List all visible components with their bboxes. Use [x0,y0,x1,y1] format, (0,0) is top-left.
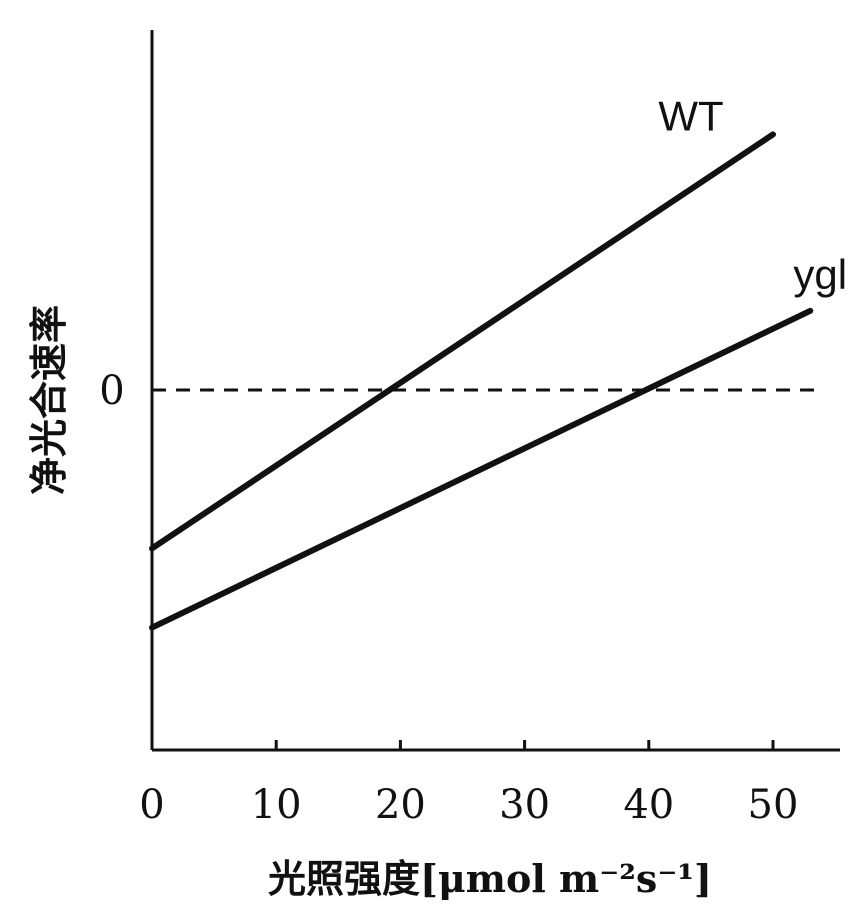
x-tick-label: 30 [499,782,550,828]
series-label-wt: WT [658,92,723,139]
x-tick-label: 50 [748,782,799,828]
x-ticks: 0 10 20 30 40 50 [139,740,798,828]
series-line-wt [149,131,776,552]
x-axis-title: 光照强度[μmol m⁻²s⁻¹] [268,856,712,901]
series-line-ygl [149,307,814,631]
zero-label: 0 [99,368,124,414]
x-tick-label: 40 [623,782,674,828]
series-lines [149,131,814,631]
x-tick-label: 0 [139,782,164,828]
x-tick-label: 10 [251,782,302,828]
labels: 0 WT ygl 光照强度[μmol m⁻²s⁻¹] 净光合速率 [26,92,847,901]
x-tick-label: 20 [375,782,426,828]
y-axis-title: 净光合速率 [26,305,71,495]
axes [150,30,840,752]
series-label-ygl: ygl [793,251,847,298]
